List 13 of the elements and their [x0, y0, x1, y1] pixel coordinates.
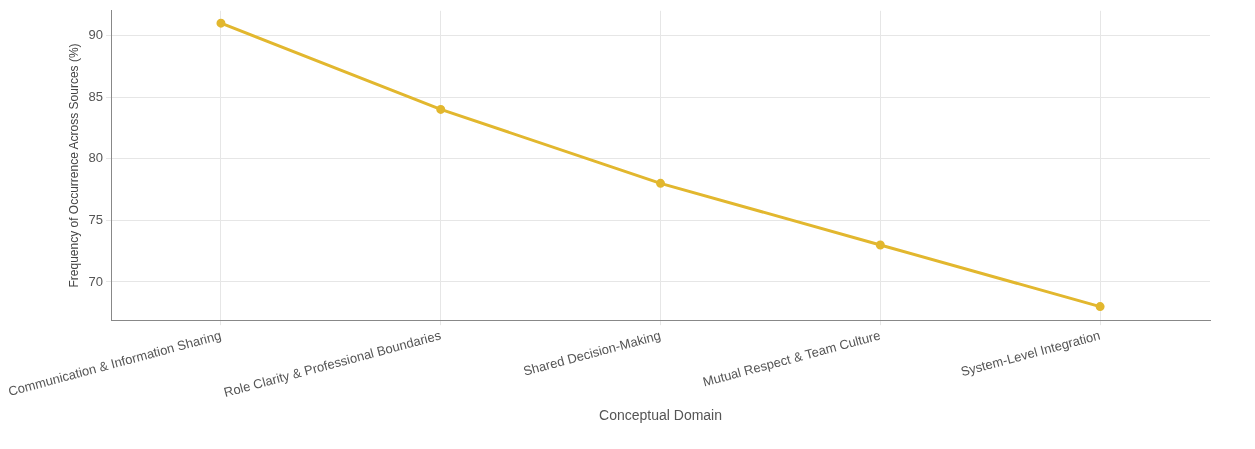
- point: [875, 240, 885, 250]
- y-tick-label: 90: [88, 27, 104, 43]
- y-tick-label: 70: [88, 273, 104, 289]
- y-tick-label: 80: [88, 150, 104, 166]
- y-tick-label: 85: [88, 88, 104, 104]
- y-axis-title: Frequency of Occurrence Across Sources (%): [66, 43, 81, 288]
- x-axis-title: Conceptual Domain: [599, 407, 723, 424]
- point: [216, 18, 226, 28]
- y-tick-label: 75: [88, 211, 104, 227]
- point: [1095, 302, 1105, 312]
- point: [436, 104, 446, 114]
- point: [656, 178, 666, 188]
- x-tick-label: Mutual Respect & Team Culture: [701, 327, 883, 390]
